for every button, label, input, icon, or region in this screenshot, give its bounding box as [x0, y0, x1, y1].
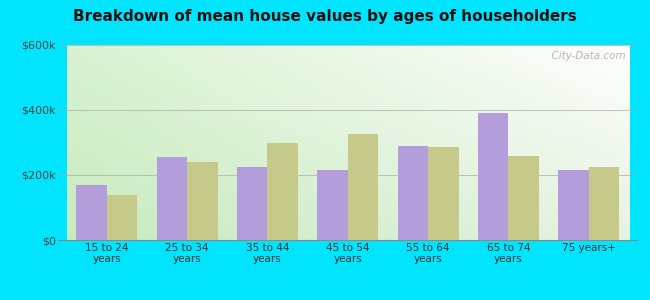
- Bar: [589, 167, 619, 240]
- Bar: [558, 170, 589, 240]
- Bar: [187, 162, 218, 240]
- Bar: [107, 194, 137, 240]
- Bar: [428, 147, 459, 240]
- Bar: [317, 170, 348, 240]
- Text: City-Data.com: City-Data.com: [545, 51, 625, 61]
- Text: Breakdown of mean house values by ages of householders: Breakdown of mean house values by ages o…: [73, 9, 577, 24]
- Bar: [237, 167, 267, 240]
- Bar: [398, 146, 428, 240]
- Bar: [508, 155, 539, 240]
- Bar: [76, 185, 107, 240]
- Bar: [478, 113, 508, 240]
- Bar: [348, 134, 378, 240]
- Bar: [267, 142, 298, 240]
- Bar: [157, 157, 187, 240]
